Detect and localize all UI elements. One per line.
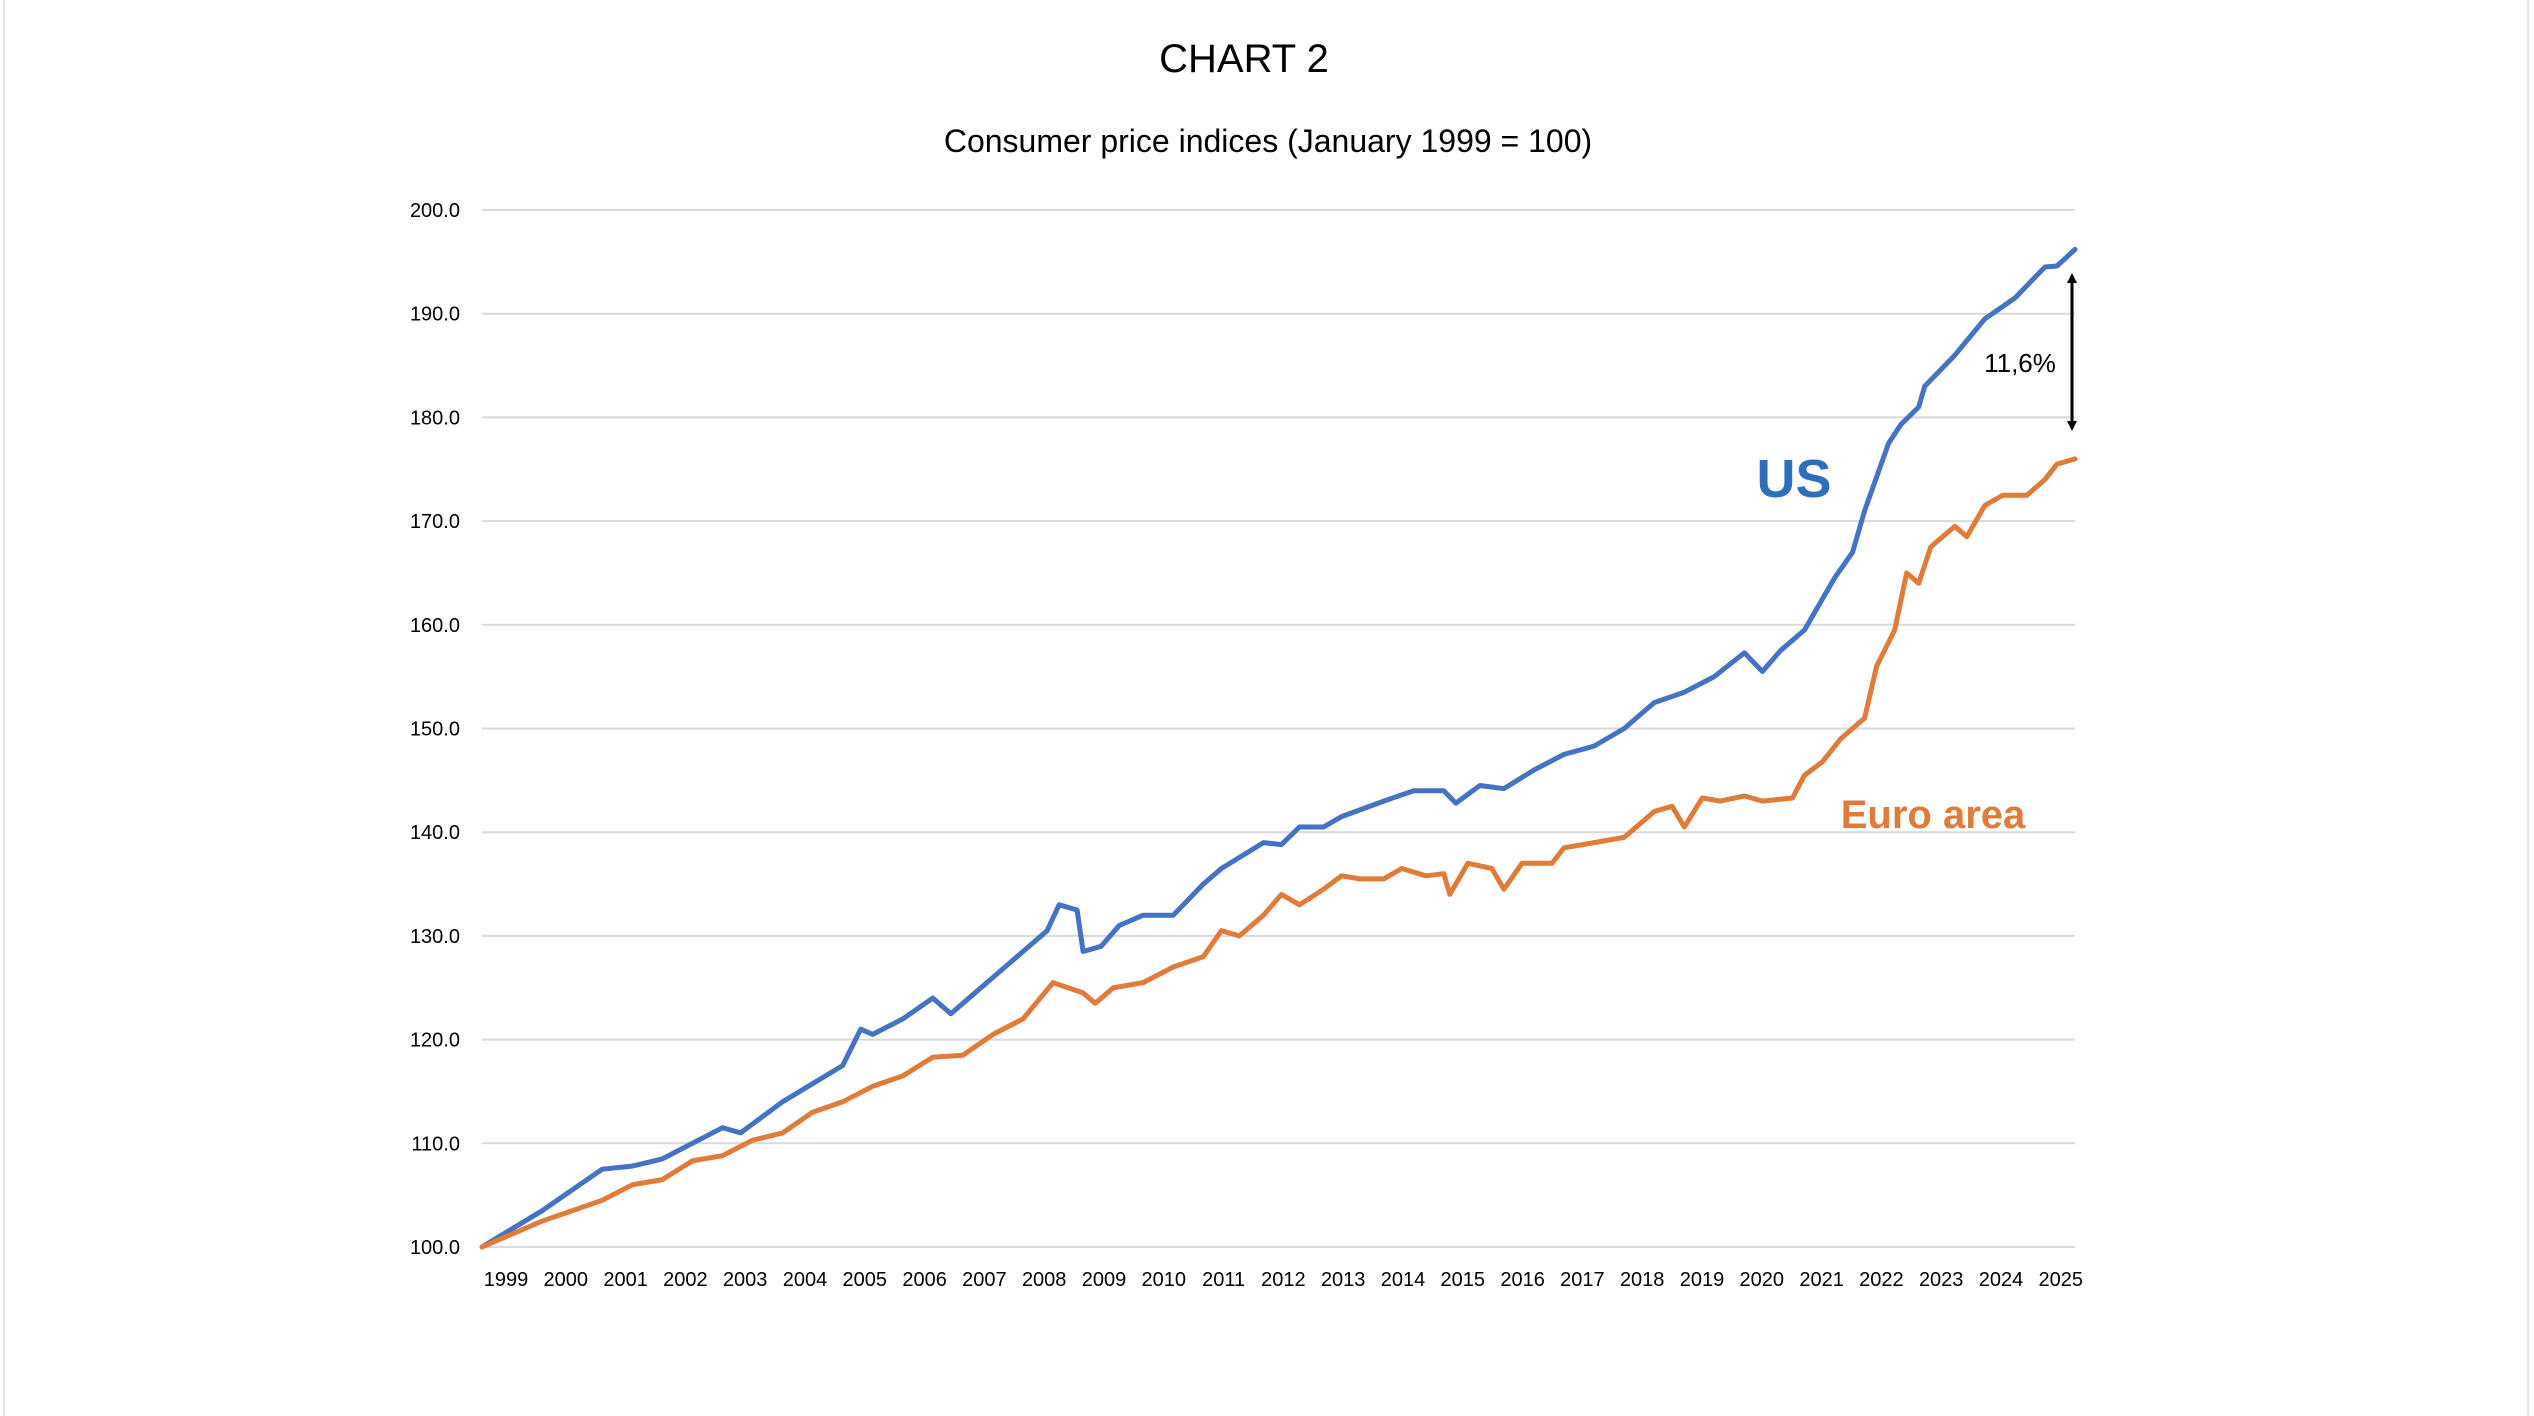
chart-subtitle: Consumer price indices (January 1999 = 1…: [944, 123, 1592, 159]
x-tick-label: 2025: [2039, 1269, 2084, 1291]
x-tick-label: 2001: [603, 1269, 648, 1291]
us-series-label: US: [1756, 449, 1831, 509]
x-tick-label: 2000: [544, 1269, 589, 1291]
y-tick-label: 130.0: [410, 926, 460, 948]
x-tick-label: 2023: [1919, 1269, 1964, 1291]
series-line-us: [479, 246, 2078, 1250]
x-tick-label: 2013: [1321, 1269, 1366, 1291]
x-tick-label: 2011: [1202, 1269, 1245, 1291]
chart-title: CHART 2: [1159, 37, 1329, 81]
x-tick-label: 2012: [1261, 1269, 1306, 1291]
y-tick-label: 120.0: [410, 1030, 460, 1052]
x-tick-label: 2015: [1441, 1269, 1486, 1291]
x-tick-label: 2007: [962, 1269, 1007, 1291]
y-tick-label: 180.0: [410, 407, 460, 429]
x-tick-label: 2005: [843, 1269, 888, 1291]
x-tick-label: 2010: [1142, 1269, 1187, 1291]
x-tick-label: 2006: [902, 1269, 947, 1291]
x-tick-label: 2016: [1500, 1269, 1545, 1291]
x-tick-label: 2018: [1620, 1269, 1665, 1291]
y-tick-label: 150.0: [410, 719, 460, 741]
euro-series-label: Euro area: [1841, 793, 2026, 837]
gap-label: 11,6%: [1984, 348, 2056, 378]
y-tick-label: 190.0: [410, 304, 460, 326]
y-tick-label: 140.0: [410, 822, 460, 844]
x-tick-label: 2017: [1560, 1269, 1605, 1291]
x-tick-label: 2019: [1680, 1269, 1725, 1291]
y-tick-label: 170.0: [410, 511, 460, 533]
y-tick-label: 160.0: [410, 615, 460, 637]
y-tick-label: 200.0: [410, 200, 460, 222]
x-tick-label: 2008: [1022, 1269, 1067, 1291]
x-tick-label: 2003: [723, 1269, 768, 1291]
x-tick-label: 1999: [484, 1269, 529, 1291]
x-tick-label: 2014: [1381, 1269, 1426, 1291]
x-tick-label: 2021: [1799, 1269, 1844, 1291]
x-tick-label: 2004: [783, 1269, 828, 1291]
x-tick-label: 2002: [663, 1269, 708, 1291]
x-tick-label: 2022: [1859, 1269, 1904, 1291]
series-line-euro-area: [479, 456, 2078, 1250]
x-tick-label: 2009: [1082, 1269, 1127, 1291]
x-tick-label: 2020: [1740, 1269, 1785, 1291]
y-tick-label: 110.0: [411, 1133, 460, 1155]
y-tick-label: 100.0: [410, 1237, 460, 1259]
chart-frame: [3, 0, 2529, 1416]
x-tick-label: 2024: [1979, 1269, 2024, 1291]
